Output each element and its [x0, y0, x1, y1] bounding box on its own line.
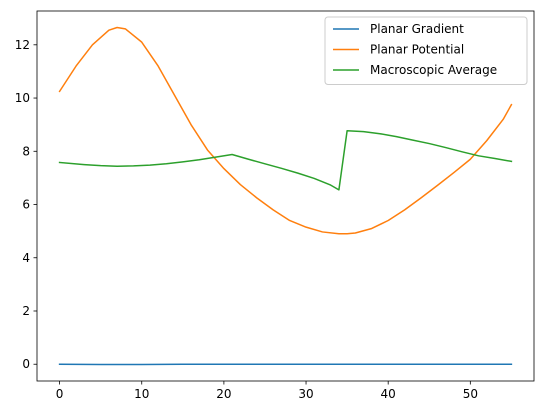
x-tick-label: 50	[463, 387, 478, 401]
x-tick-label: 0	[56, 387, 64, 401]
axes-frame	[36, 10, 535, 382]
series-layer	[58, 26, 513, 366]
axes-layer	[36, 10, 535, 382]
y-tick-label: 4	[22, 251, 30, 265]
y-tick-label: 2	[22, 304, 30, 318]
x-tick-label: 10	[134, 387, 149, 401]
legend-box	[324, 16, 528, 85]
series-line-2	[58, 26, 513, 235]
y-tick-label: 0	[22, 357, 30, 371]
y-tick-label: 6	[22, 198, 30, 212]
y-tick-label: 10	[15, 91, 30, 105]
legend: Planar Gradient Planar Potential Macroscop…	[324, 16, 528, 85]
legend-label-2: Planar Potential	[370, 43, 464, 57]
x-tick-label: 40	[381, 387, 396, 401]
y-tick-label: 8	[22, 144, 30, 158]
y-tick-label: 12	[15, 38, 30, 52]
y-axis-ticks: 0 2 4 6 8 10 12	[15, 38, 37, 371]
legend-label-1: Planar Gradient	[370, 22, 464, 36]
series-line-3	[58, 130, 513, 191]
x-axis-ticks: 0 10 20 30 40 50	[56, 381, 478, 401]
x-tick-label: 30	[298, 387, 313, 401]
legend-label-3: Macroscopic Average	[370, 63, 497, 77]
x-tick-label: 20	[216, 387, 231, 401]
